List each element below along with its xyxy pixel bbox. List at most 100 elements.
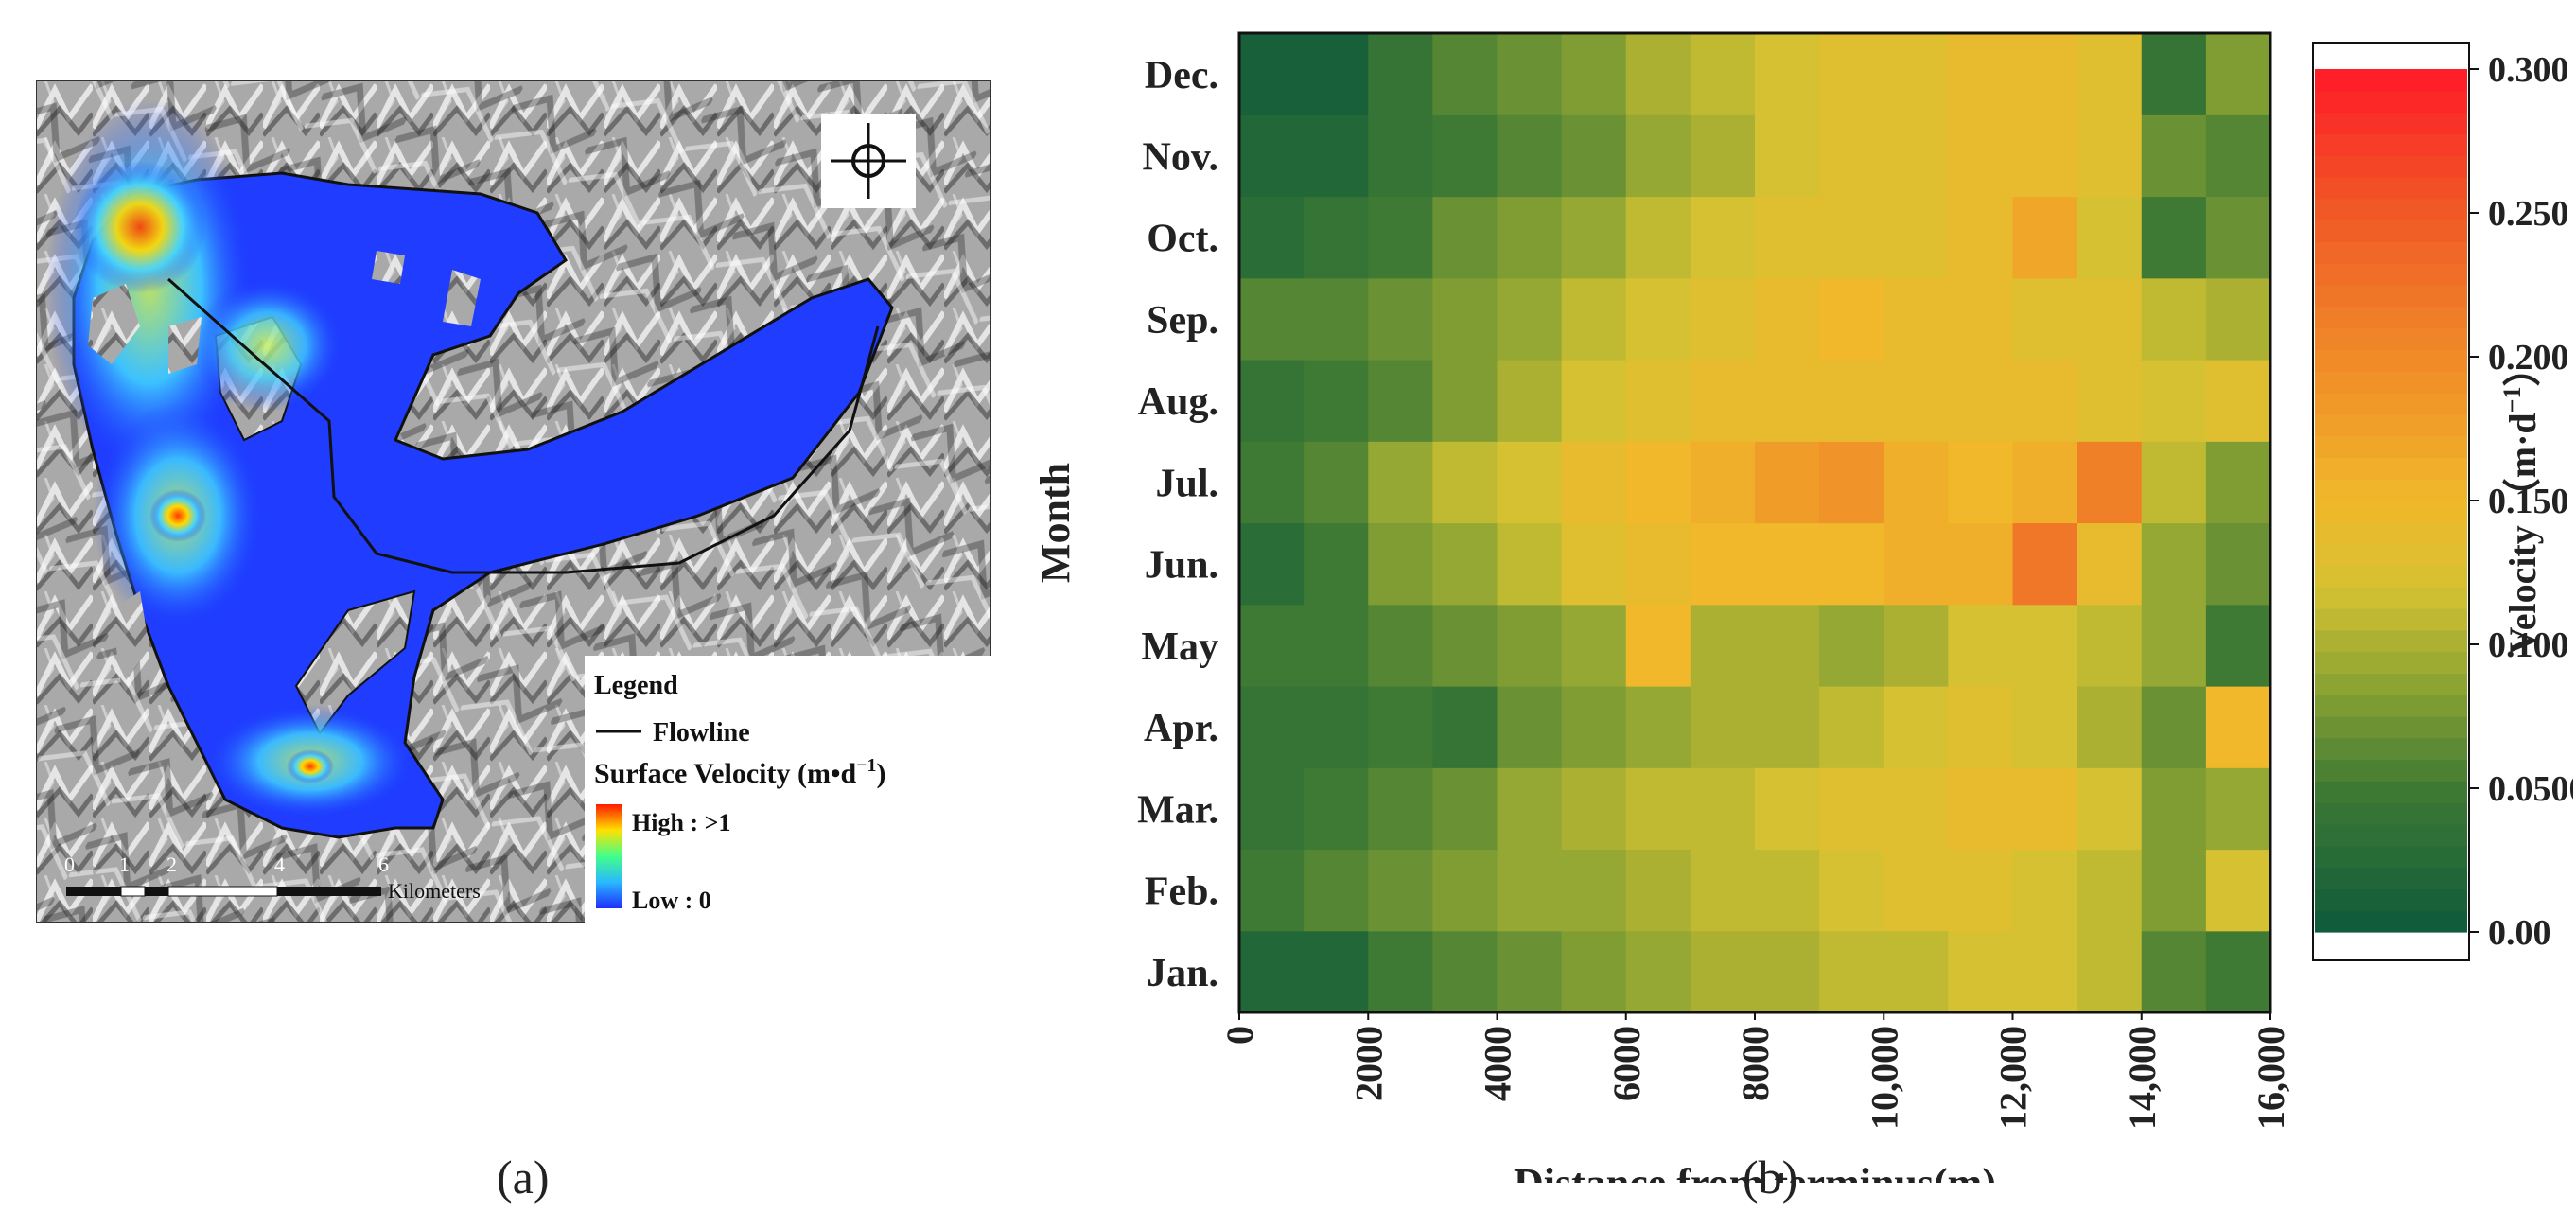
heatmap-cell: [1625, 522, 1691, 606]
heatmap-cell: [2012, 604, 2078, 687]
heatmap-cell: [1625, 849, 1691, 932]
month-label: Mar.: [1137, 788, 1218, 832]
heatmap-cell: [2205, 849, 2271, 932]
heatmap-cell: [1819, 522, 1884, 606]
heatmap-cell: [1432, 277, 1498, 361]
heatmap-cell: [1304, 849, 1369, 932]
heatmap-cell: [1625, 441, 1691, 524]
heatmap-cell: [1948, 441, 2014, 524]
heatmap-cells: [1239, 33, 2271, 1013]
heatmap-cell: [1884, 686, 1949, 768]
colorbar-tick-label: 0.250: [2488, 194, 2569, 234]
heatmap-cell: [1432, 849, 1498, 932]
colorbar-swatch: [2315, 349, 2467, 372]
heatmap-cell: [1239, 33, 1305, 115]
heatmap-cell: [1561, 277, 1627, 361]
month-label: Feb.: [1145, 870, 1218, 914]
heatmap-cell: [1690, 277, 1756, 361]
map-legend: Legend Flowline Surface Velocity (m•d−1)…: [585, 656, 991, 923]
flowline-legend-label: Flowline: [653, 718, 750, 747]
heatmap-cell: [2205, 441, 2271, 524]
heatmap-cell: [1755, 360, 1820, 442]
heatmap-cell: [1368, 277, 1433, 361]
colorbar-swatch: [2315, 651, 2467, 674]
heatmap-cell: [2012, 930, 2078, 1013]
heatmap-cell: [1690, 114, 1756, 198]
heatmap-cell: [1432, 767, 1498, 851]
heatmap-cell: [1432, 686, 1498, 768]
heatmap-cell: [1884, 604, 1949, 687]
heatmap-cell: [1625, 360, 1691, 442]
heatmap-cell: [1497, 277, 1563, 361]
heatmap-cell: [1304, 604, 1369, 687]
legend-low-label: Low : 0: [632, 887, 711, 914]
colorbar-swatch: [2315, 716, 2467, 739]
scale-tick-1: 1: [119, 853, 130, 876]
heatmap-cell: [1368, 522, 1433, 606]
heatmap-cell: [2077, 686, 2143, 768]
heatmap-cell: [2012, 522, 2078, 606]
velocity-heatmap-chart: Jan. Feb. Mar. Apr. May Jun. Jul. Aug. Sep. Oct. N…: [1032, 31, 2576, 1206]
x-tick-labels: 0 2000 4000 6000 8000 10,000 12,000 14,000 16,00…: [1218, 1012, 2292, 1130]
heatmap-cell: [1948, 360, 2014, 442]
heatmap-cell: [2141, 930, 2207, 1013]
heatmap-cell: [1690, 849, 1756, 932]
colorbar-swatch: [2315, 241, 2467, 264]
scale-tick-0: 0: [64, 853, 75, 876]
heatmap-cell: [1432, 114, 1498, 198]
colorbar-tick-label: 0.00: [2488, 913, 2551, 953]
x-tick-label: 16,000: [2250, 1026, 2292, 1130]
panel-label-b: (b): [1743, 1151, 1798, 1204]
heatmap-cell: [2141, 277, 2207, 361]
colorbar-swatch: [2315, 263, 2467, 286]
scale-bar: 0 1 2 4 6 Kilometers: [64, 853, 481, 903]
heatmap-cell: [1755, 196, 1820, 279]
x-tick-label: 2000: [1347, 1026, 1390, 1101]
heatmap-cell: [1497, 441, 1563, 524]
heatmap-cell: [1561, 33, 1627, 115]
heatmap-cell: [1625, 767, 1691, 851]
heatmap-cell: [1304, 277, 1369, 361]
colorbar-swatch: [2315, 371, 2467, 394]
heatmap-cell: [1432, 604, 1498, 687]
heatmap-cell: [2012, 441, 2078, 524]
colorbar-swatch: [2315, 69, 2467, 92]
heatmap-cell: [1304, 441, 1369, 524]
heatmap-cell: [2012, 196, 2078, 279]
heatmap-cell: [1948, 114, 2014, 198]
heatmap-cell: [1561, 604, 1627, 687]
heatmap-cell: [2141, 196, 2207, 279]
heatmap-cell: [2205, 686, 2271, 768]
heatmap-cell: [1239, 114, 1305, 198]
heatmap-cell: [1561, 441, 1627, 524]
heatmap-cell: [1304, 686, 1369, 768]
heatmap-cell: [2077, 196, 2143, 279]
heatmap-cell: [1884, 360, 1949, 442]
heatmap-cell: [1368, 930, 1433, 1013]
heatmap-cell: [1884, 767, 1949, 851]
heatmap-cell: [1755, 686, 1820, 768]
heatmap-cell: [1239, 522, 1305, 606]
legend-title: Legend: [594, 671, 678, 700]
heatmap-cell: [1304, 33, 1369, 115]
colorbar-swatch: [2315, 198, 2467, 221]
heatmap-cell: [1948, 604, 2014, 687]
legend-high-label: High : >1: [632, 809, 730, 836]
heatmap-cell: [1497, 604, 1563, 687]
heatmap-cell: [1625, 930, 1691, 1013]
heatmap-cell: [2012, 114, 2078, 198]
heatmap-cell: [1239, 277, 1305, 361]
colorbar-swatch: [2315, 759, 2467, 782]
colorbar-swatch: [2315, 435, 2467, 458]
heatmap-cell: [1755, 930, 1820, 1013]
heatmap-cell: [2141, 360, 2207, 442]
heatmap-cell: [2012, 767, 2078, 851]
heatmap-cell: [1690, 441, 1756, 524]
heatmap-cell: [1884, 114, 1949, 198]
heatmap-cell: [1432, 33, 1498, 115]
heatmap-cell: [1948, 849, 2014, 932]
x-tick-label: 6000: [1605, 1026, 1648, 1101]
heatmap-cell: [2205, 604, 2271, 687]
heatmap-cell: [2141, 686, 2207, 768]
